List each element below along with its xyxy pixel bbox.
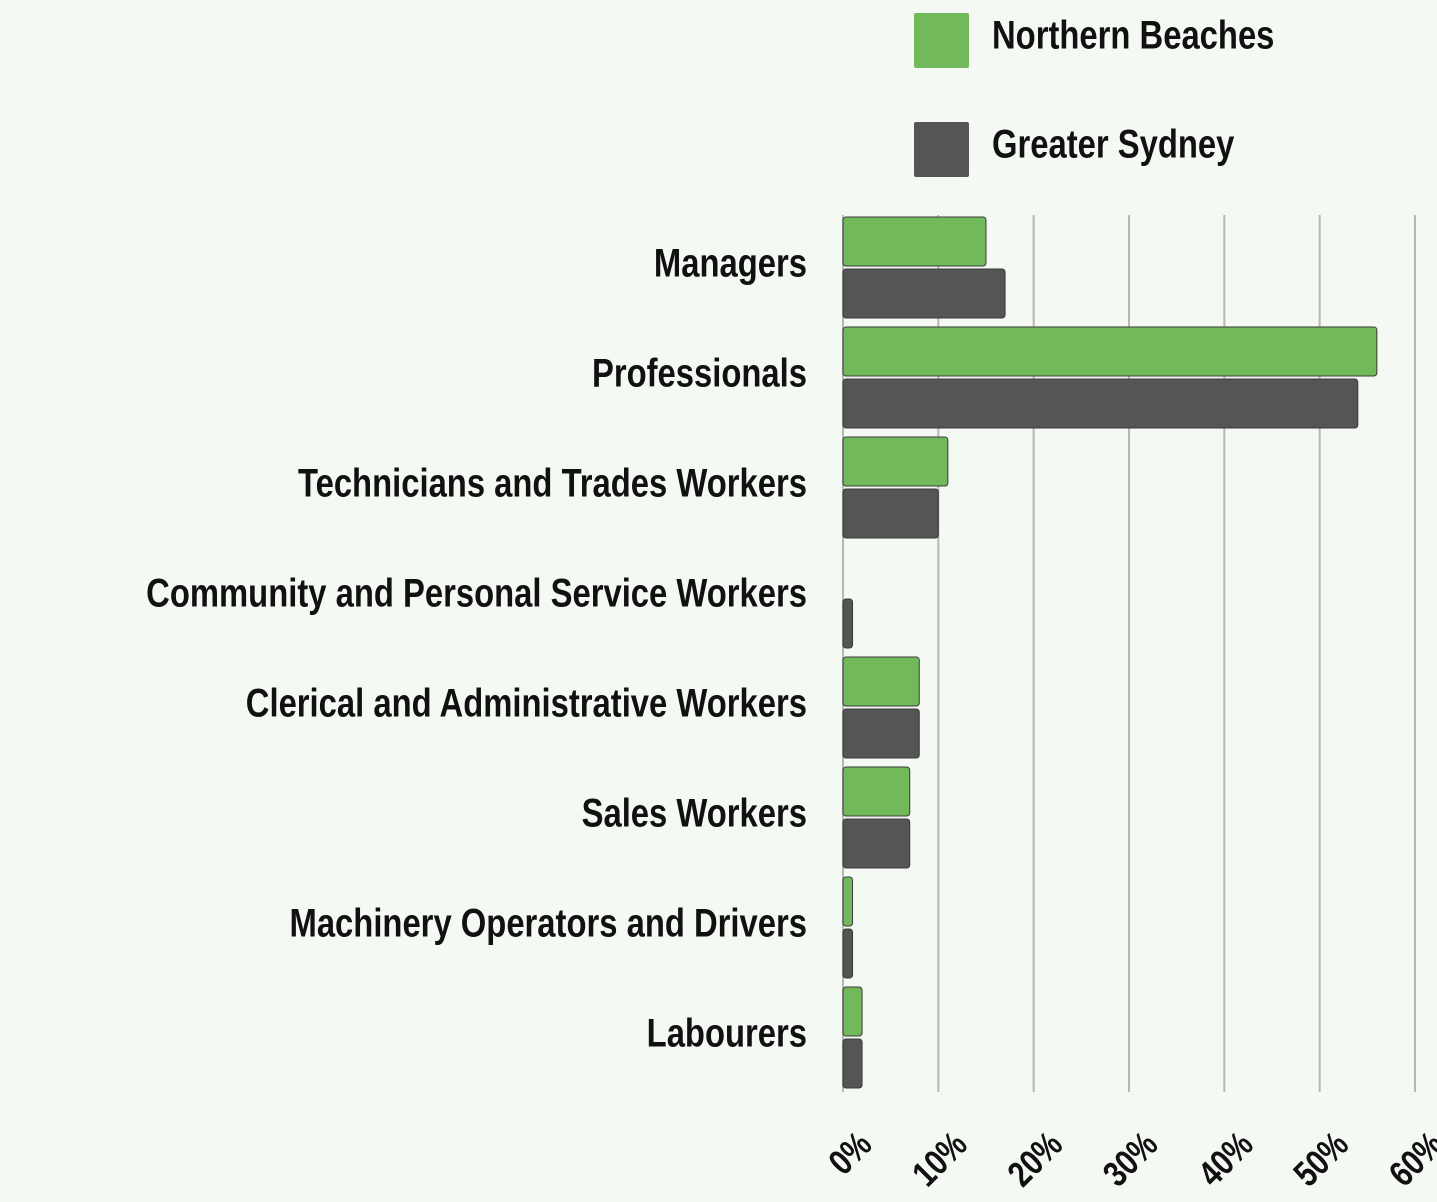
bar: [842, 488, 939, 539]
legend-label: Greater Sydney: [992, 121, 1235, 166]
bar: [842, 766, 911, 817]
category-label: Labourers: [647, 1010, 807, 1055]
legend-label: Northern Beaches: [992, 12, 1274, 57]
bar: [842, 216, 987, 267]
x-tick-label: 0%: [820, 1124, 879, 1183]
bar: [842, 436, 949, 487]
x-tick-label: 20%: [999, 1124, 1069, 1194]
bar: [842, 876, 854, 927]
bar: [842, 1038, 863, 1089]
bar: [842, 378, 1359, 429]
bar: [842, 268, 1006, 319]
bar: [842, 818, 911, 869]
category-label: Professionals: [592, 350, 807, 395]
x-tick-label: 50%: [1285, 1124, 1355, 1194]
category-label: Sales Workers: [582, 790, 807, 835]
category-label: Managers: [654, 240, 807, 285]
legend-swatch: [914, 122, 969, 177]
category-label: Machinery Operators and Drivers: [290, 900, 807, 945]
bar: [842, 986, 863, 1037]
x-tick-label: 30%: [1095, 1124, 1165, 1194]
category-label: Clerical and Administrative Workers: [246, 680, 807, 725]
legend-swatch: [914, 13, 969, 68]
bar: [842, 928, 854, 979]
bar: [842, 326, 1378, 377]
x-tick-label: 10%: [904, 1124, 974, 1194]
x-tick-label: 40%: [1190, 1124, 1260, 1194]
category-label: Technicians and Trades Workers: [298, 460, 807, 505]
category-label: Community and Personal Service Workers: [146, 570, 807, 615]
bar: [842, 708, 920, 759]
bar: [842, 598, 854, 649]
x-tick-label: 60%: [1381, 1124, 1437, 1194]
bar: [842, 656, 920, 707]
